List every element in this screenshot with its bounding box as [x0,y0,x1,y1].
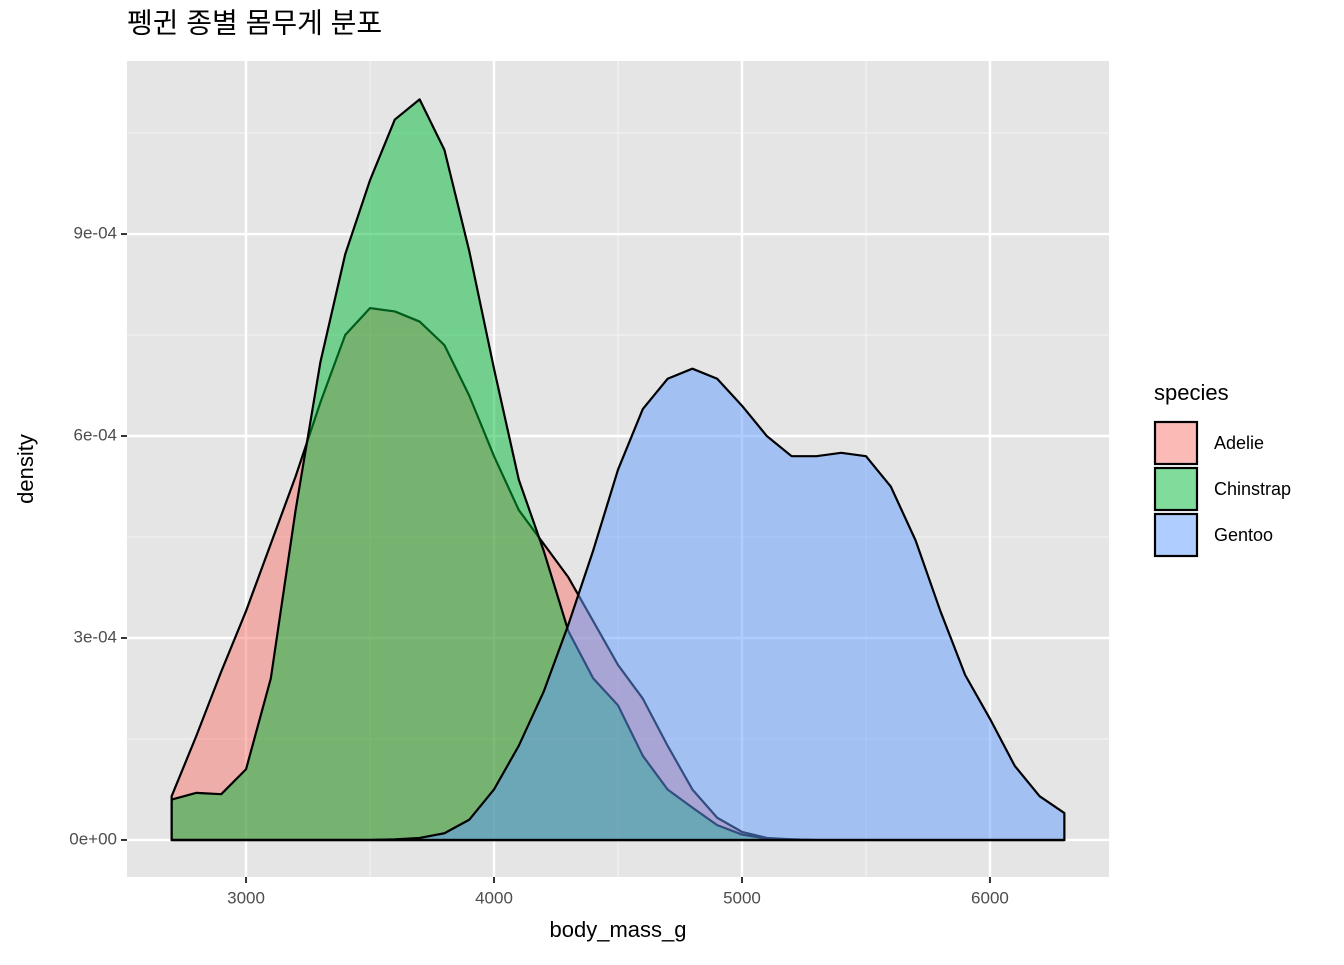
legend-label: Adelie [1214,433,1264,453]
density-area [170,367,1066,842]
x-tick-label: 4000 [475,888,513,907]
legend-key [1153,420,1199,466]
y-tick-label: 0e+00 [69,829,117,848]
y-tick-label: 9e-04 [74,224,117,243]
y-tick-label: 6e-04 [74,425,117,444]
legend-key [1153,466,1199,512]
x-tick-label: 6000 [971,888,1009,907]
x-tick-label: 5000 [723,888,761,907]
y-axis-title: density [13,434,38,504]
legend-title: species [1154,380,1229,405]
chart-title: 펭귄 종별 몸무게 분포 [127,7,382,38]
x-axis-title: body_mass_g [550,917,687,942]
legend-label: Gentoo [1214,525,1273,545]
legend-key [1153,512,1199,558]
x-tick-label: 3000 [227,888,265,907]
y-tick-label: 3e-04 [74,627,117,646]
legend-label: Chinstrap [1214,479,1291,499]
